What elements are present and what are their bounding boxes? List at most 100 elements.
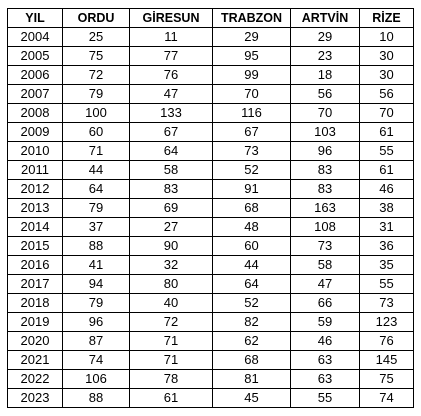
- cell-rize: 123: [359, 312, 414, 332]
- cell-artvin: 83: [290, 160, 360, 180]
- header-giresun: GİRESUN: [129, 8, 213, 28]
- cell-trabzon: 45: [212, 388, 291, 408]
- cell-trabzon: 52: [212, 293, 291, 313]
- cell-giresun: 58: [129, 160, 213, 180]
- table-row: 2014 37 27 48 108 31: [7, 217, 414, 237]
- cell-artvin: 163: [290, 198, 360, 218]
- cell-trabzon: 48: [212, 217, 291, 237]
- cell-trabzon: 73: [212, 141, 291, 161]
- table-row: 2021 74 71 68 63 145: [7, 350, 414, 370]
- table-row: 2004 25 11 29 29 10: [7, 27, 414, 47]
- cell-yil: 2004: [7, 27, 63, 47]
- cell-artvin: 18: [290, 65, 360, 85]
- cell-giresun: 77: [129, 46, 213, 66]
- table-row: 2005 75 77 95 23 30: [7, 46, 414, 66]
- cell-ordu: 100: [62, 103, 130, 123]
- table-row: 2018 79 40 52 66 73: [7, 293, 414, 313]
- cell-giresun: 78: [129, 369, 213, 389]
- cell-artvin: 63: [290, 369, 360, 389]
- table-row: 2020 87 71 62 46 76: [7, 331, 414, 351]
- cell-ordu: 106: [62, 369, 130, 389]
- cell-ordu: 88: [62, 236, 130, 256]
- cell-trabzon: 81: [212, 369, 291, 389]
- cell-giresun: 90: [129, 236, 213, 256]
- cell-giresun: 47: [129, 84, 213, 104]
- cell-rize: 38: [359, 198, 414, 218]
- cell-artvin: 108: [290, 217, 360, 237]
- cell-trabzon: 67: [212, 122, 291, 142]
- cell-artvin: 58: [290, 255, 360, 275]
- cell-yil: 2008: [7, 103, 63, 123]
- cell-trabzon: 62: [212, 331, 291, 351]
- table-row: 2022 106 78 81 63 75: [7, 369, 414, 389]
- cell-rize: 76: [359, 331, 414, 351]
- cell-artvin: 73: [290, 236, 360, 256]
- header-rize: RİZE: [359, 8, 414, 28]
- cell-rize: 30: [359, 65, 414, 85]
- cell-ordu: 25: [62, 27, 130, 47]
- cell-ordu: 60: [62, 122, 130, 142]
- table-row: 2012 64 83 91 83 46: [7, 179, 414, 199]
- cell-trabzon: 116: [212, 103, 291, 123]
- cell-giresun: 67: [129, 122, 213, 142]
- cell-artvin: 70: [290, 103, 360, 123]
- cell-artvin: 63: [290, 350, 360, 370]
- cell-artvin: 103: [290, 122, 360, 142]
- table-row: 2007 79 47 70 56 56: [7, 84, 414, 104]
- cell-trabzon: 68: [212, 198, 291, 218]
- cell-giresun: 71: [129, 331, 213, 351]
- cell-ordu: 88: [62, 388, 130, 408]
- cell-artvin: 56: [290, 84, 360, 104]
- cell-rize: 61: [359, 160, 414, 180]
- table-row: 2011 44 58 52 83 61: [7, 160, 414, 180]
- cell-yil: 2009: [7, 122, 63, 142]
- cell-giresun: 71: [129, 350, 213, 370]
- cell-rize: 56: [359, 84, 414, 104]
- cell-trabzon: 44: [212, 255, 291, 275]
- cell-ordu: 87: [62, 331, 130, 351]
- cell-giresun: 72: [129, 312, 213, 332]
- cell-giresun: 133: [129, 103, 213, 123]
- cell-artvin: 23: [290, 46, 360, 66]
- cell-giresun: 69: [129, 198, 213, 218]
- cell-giresun: 76: [129, 65, 213, 85]
- cell-ordu: 72: [62, 65, 130, 85]
- table-row: 2008 100 133 116 70 70: [7, 103, 414, 123]
- cell-yil: 2006: [7, 65, 63, 85]
- cell-rize: 55: [359, 274, 414, 294]
- table-row: 2015 88 90 60 73 36: [7, 236, 414, 256]
- cell-rize: 30: [359, 46, 414, 66]
- cell-yil: 2020: [7, 331, 63, 351]
- cell-trabzon: 52: [212, 160, 291, 180]
- cell-yil: 2013: [7, 198, 63, 218]
- cell-yil: 2021: [7, 350, 63, 370]
- cell-trabzon: 64: [212, 274, 291, 294]
- cell-rize: 145: [359, 350, 414, 370]
- cell-giresun: 40: [129, 293, 213, 313]
- cell-yil: 2010: [7, 141, 63, 161]
- cell-ordu: 75: [62, 46, 130, 66]
- cell-artvin: 59: [290, 312, 360, 332]
- cell-rize: 31: [359, 217, 414, 237]
- cell-rize: 10: [359, 27, 414, 47]
- table-row: 2019 96 72 82 59 123: [7, 312, 414, 332]
- cell-ordu: 44: [62, 160, 130, 180]
- cell-trabzon: 60: [212, 236, 291, 256]
- cell-ordu: 41: [62, 255, 130, 275]
- cell-rize: 36: [359, 236, 414, 256]
- cell-rize: 70: [359, 103, 414, 123]
- table-row: 2016 41 32 44 58 35: [7, 255, 414, 275]
- cell-giresun: 83: [129, 179, 213, 199]
- header-row: YIL ORDU GİRESUN TRABZON ARTVİN RİZE: [7, 8, 414, 28]
- cell-trabzon: 68: [212, 350, 291, 370]
- cell-trabzon: 29: [212, 27, 291, 47]
- cell-trabzon: 99: [212, 65, 291, 85]
- table-row: 2013 79 69 68 163 38: [7, 198, 414, 218]
- cell-ordu: 74: [62, 350, 130, 370]
- cell-yil: 2014: [7, 217, 63, 237]
- cell-artvin: 96: [290, 141, 360, 161]
- cell-rize: 46: [359, 179, 414, 199]
- cell-artvin: 83: [290, 179, 360, 199]
- cell-trabzon: 95: [212, 46, 291, 66]
- cell-giresun: 61: [129, 388, 213, 408]
